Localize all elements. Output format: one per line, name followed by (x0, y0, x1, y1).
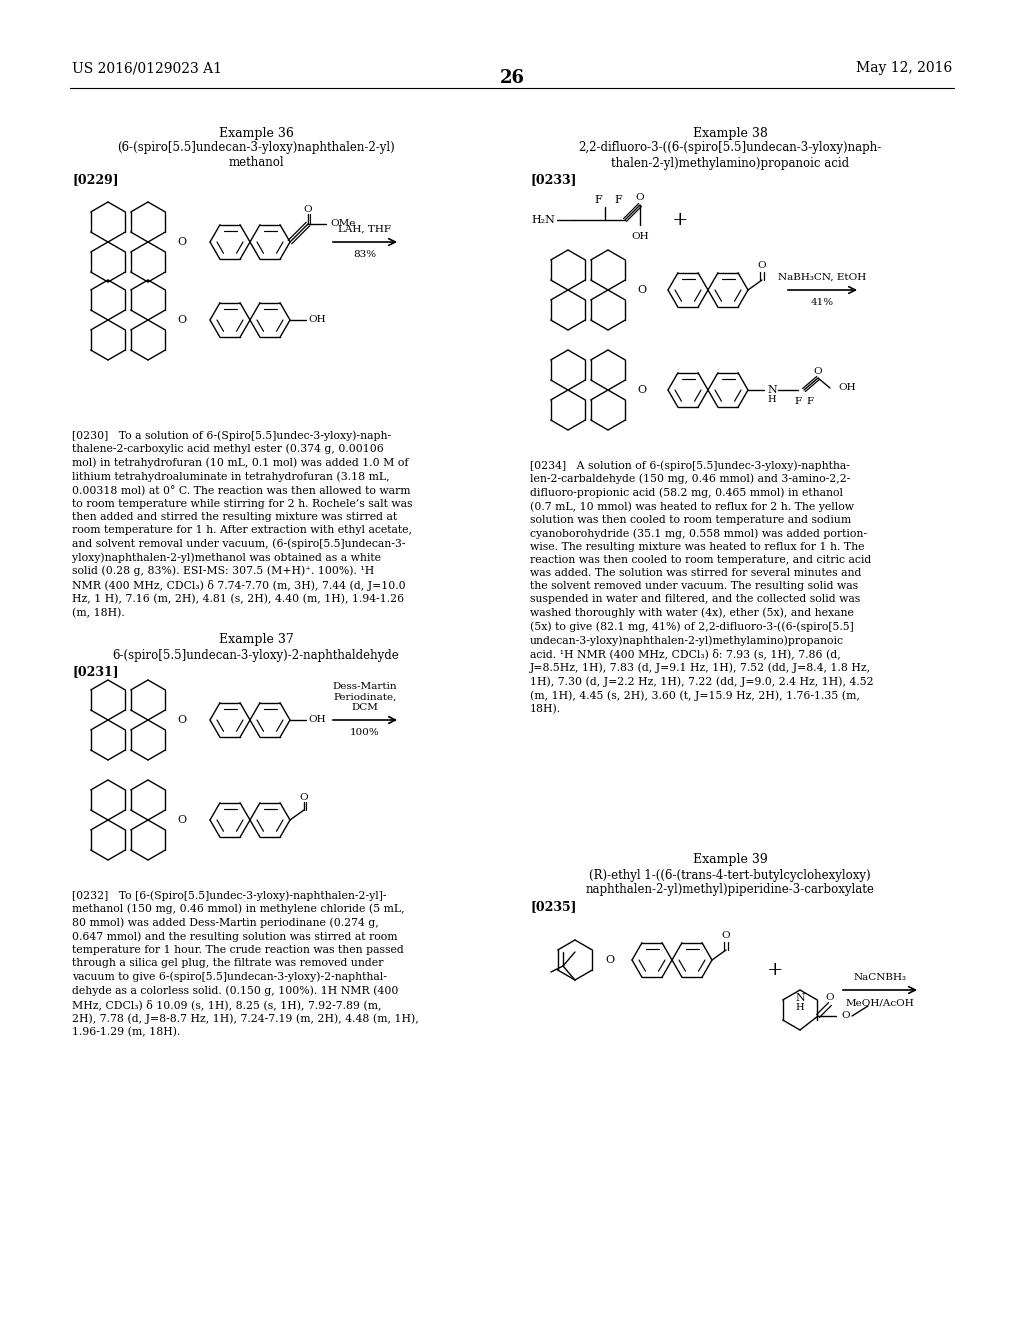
Text: Example 37: Example 37 (219, 634, 293, 647)
Text: [0231]: [0231] (72, 665, 119, 678)
Text: F: F (594, 195, 602, 205)
Text: 2,2-difluoro-3-((6-(spiro[5.5]undecan-3-yloxy)naph-: 2,2-difluoro-3-((6-(spiro[5.5]undecan-3-… (579, 141, 882, 154)
Text: F: F (807, 397, 813, 407)
Text: H: H (768, 396, 776, 404)
Text: O: O (825, 994, 835, 1002)
Text: methanol: methanol (228, 157, 284, 169)
Text: +: + (767, 961, 783, 979)
Text: O: O (637, 385, 646, 395)
Text: O: O (814, 367, 822, 376)
Text: F: F (614, 195, 622, 205)
Text: O: O (758, 261, 766, 271)
Text: Example 38: Example 38 (692, 127, 767, 140)
Text: OMe: OMe (330, 219, 355, 228)
Text: 100%: 100% (350, 729, 380, 737)
Text: May 12, 2016: May 12, 2016 (856, 61, 952, 75)
Text: OH: OH (838, 384, 856, 392)
Text: O: O (177, 315, 186, 325)
Text: O: O (637, 285, 646, 294)
Text: Dess-Martin
Periodinate,
DCM: Dess-Martin Periodinate, DCM (333, 682, 397, 711)
Text: N: N (795, 993, 805, 1003)
Text: O: O (605, 954, 614, 965)
Text: O: O (636, 194, 644, 202)
Text: [0233]: [0233] (530, 173, 577, 186)
Text: Example 39: Example 39 (692, 854, 767, 866)
Text: 26: 26 (500, 69, 524, 87)
Text: [0234]   A solution of 6-(spiro[5.5]undec-3-yloxy)-naphtha-
len-2-carbaldehyde (: [0234] A solution of 6-(spiro[5.5]undec-… (530, 459, 873, 714)
Text: OH: OH (631, 232, 649, 242)
Text: thalen-2-yl)methylamino)propanoic acid: thalen-2-yl)methylamino)propanoic acid (611, 157, 849, 169)
Text: US 2016/0129023 A1: US 2016/0129023 A1 (72, 61, 222, 75)
Text: O: O (177, 238, 186, 247)
Text: [0230]   To a solution of 6-(Spiro[5.5]undec-3-yloxy)-naph-
thalene-2-carboxylic: [0230] To a solution of 6-(Spiro[5.5]und… (72, 430, 413, 618)
Text: +: + (672, 211, 688, 228)
Text: O: O (177, 715, 186, 725)
Text: O: O (177, 814, 186, 825)
Text: [0235]: [0235] (530, 900, 577, 913)
Text: O: O (300, 793, 308, 803)
Text: MeOH/AcOH: MeOH/AcOH (846, 998, 914, 1007)
Text: O: O (304, 206, 312, 214)
Text: F: F (795, 397, 802, 407)
Text: N: N (767, 385, 777, 395)
Text: [0232]   To [6-(Spiro[5.5]undec-3-yloxy)-naphthalen-2-yl]-
methanol (150 mg, 0.4: [0232] To [6-(Spiro[5.5]undec-3-yloxy)-n… (72, 890, 419, 1038)
Text: LAH, THF: LAH, THF (339, 224, 391, 234)
Text: H: H (796, 1003, 804, 1012)
Text: (R)-ethyl 1-((6-(trans-4-tert-butylcyclohexyloxy): (R)-ethyl 1-((6-(trans-4-tert-butylcyclo… (589, 869, 870, 882)
Text: OH: OH (308, 715, 326, 725)
Text: naphthalen-2-yl)methyl)piperidine-3-carboxylate: naphthalen-2-yl)methyl)piperidine-3-carb… (586, 883, 874, 896)
Text: NaBH₃CN, EtOH: NaBH₃CN, EtOH (778, 273, 866, 282)
Text: O: O (722, 932, 730, 940)
Text: H₂N: H₂N (531, 215, 555, 224)
Text: NaCNBH₃: NaCNBH₃ (853, 973, 906, 982)
Text: Example 36: Example 36 (218, 127, 294, 140)
Text: O: O (842, 1011, 850, 1020)
Text: (6-(spiro[5.5]undecan-3-yloxy)naphthalen-2-yl): (6-(spiro[5.5]undecan-3-yloxy)naphthalen… (117, 141, 395, 154)
Text: 41%: 41% (811, 298, 835, 308)
Text: [0229]: [0229] (72, 173, 119, 186)
Text: OH: OH (308, 315, 326, 325)
Text: 83%: 83% (353, 249, 377, 259)
Text: 6-(spiro[5.5]undecan-3-yloxy)-2-naphthaldehyde: 6-(spiro[5.5]undecan-3-yloxy)-2-naphthal… (113, 648, 399, 661)
